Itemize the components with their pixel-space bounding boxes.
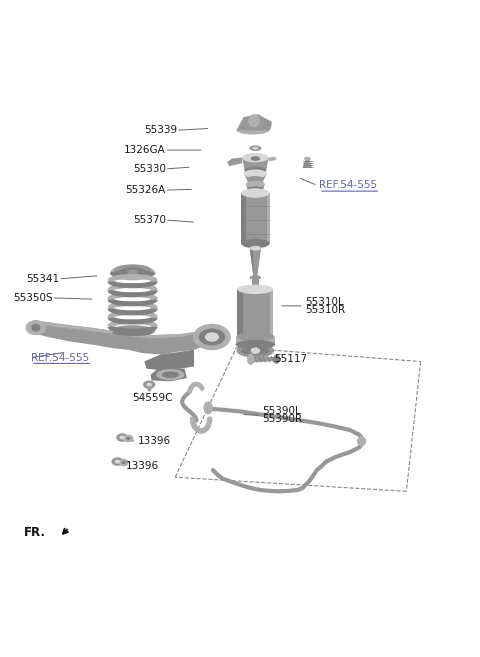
- Text: 55310L: 55310L: [305, 296, 344, 307]
- Text: 13396: 13396: [137, 436, 170, 446]
- Ellipse shape: [156, 369, 185, 380]
- Ellipse shape: [162, 371, 179, 378]
- Ellipse shape: [120, 436, 125, 440]
- Ellipse shape: [241, 346, 270, 355]
- Ellipse shape: [249, 145, 262, 151]
- Ellipse shape: [110, 325, 156, 336]
- Polygon shape: [247, 179, 264, 184]
- Polygon shape: [269, 156, 276, 162]
- Polygon shape: [242, 158, 269, 170]
- Text: 55330: 55330: [132, 164, 166, 174]
- Ellipse shape: [241, 238, 270, 248]
- Ellipse shape: [111, 457, 124, 466]
- Polygon shape: [144, 350, 194, 370]
- Ellipse shape: [127, 269, 138, 274]
- Ellipse shape: [250, 275, 261, 280]
- Text: 55339: 55339: [144, 125, 178, 135]
- Ellipse shape: [243, 170, 267, 178]
- Ellipse shape: [116, 433, 128, 442]
- Ellipse shape: [247, 187, 264, 192]
- Bar: [238, 289, 273, 336]
- Ellipse shape: [123, 435, 133, 442]
- Ellipse shape: [238, 284, 273, 294]
- Bar: [241, 193, 246, 244]
- Ellipse shape: [204, 401, 213, 415]
- Bar: [236, 336, 275, 344]
- Ellipse shape: [199, 328, 225, 346]
- Ellipse shape: [357, 437, 366, 446]
- Ellipse shape: [250, 246, 261, 250]
- Polygon shape: [250, 248, 261, 277]
- Polygon shape: [251, 356, 276, 363]
- Ellipse shape: [119, 459, 129, 466]
- Ellipse shape: [126, 437, 131, 440]
- Bar: [241, 193, 270, 244]
- Text: 55117: 55117: [274, 354, 307, 364]
- Polygon shape: [302, 158, 312, 168]
- Polygon shape: [227, 158, 242, 166]
- Ellipse shape: [146, 383, 152, 386]
- Text: 55390R: 55390R: [263, 414, 302, 424]
- Ellipse shape: [247, 176, 264, 183]
- Text: 13396: 13396: [126, 461, 159, 471]
- Ellipse shape: [25, 320, 46, 335]
- Polygon shape: [250, 248, 254, 277]
- Ellipse shape: [251, 348, 260, 354]
- Polygon shape: [252, 277, 259, 289]
- Ellipse shape: [110, 270, 156, 277]
- Polygon shape: [144, 350, 194, 370]
- Ellipse shape: [112, 329, 153, 336]
- Polygon shape: [26, 321, 216, 355]
- Text: FR.: FR.: [24, 526, 46, 539]
- Ellipse shape: [242, 154, 269, 162]
- Ellipse shape: [244, 167, 266, 174]
- Ellipse shape: [31, 324, 41, 331]
- Text: REF.54-555: REF.54-555: [31, 353, 89, 363]
- Ellipse shape: [242, 153, 269, 162]
- Ellipse shape: [273, 355, 280, 364]
- Ellipse shape: [237, 344, 274, 358]
- Text: 55370: 55370: [132, 215, 166, 225]
- Ellipse shape: [205, 332, 219, 342]
- Bar: [267, 193, 270, 244]
- Ellipse shape: [121, 461, 126, 464]
- Polygon shape: [237, 114, 272, 130]
- Ellipse shape: [237, 126, 270, 135]
- Ellipse shape: [252, 147, 258, 150]
- Ellipse shape: [251, 156, 260, 161]
- Ellipse shape: [246, 181, 265, 187]
- Polygon shape: [243, 173, 267, 179]
- Bar: [238, 289, 243, 336]
- Ellipse shape: [241, 189, 270, 198]
- Text: 55390L: 55390L: [263, 406, 301, 416]
- Ellipse shape: [193, 324, 231, 350]
- Ellipse shape: [304, 156, 311, 160]
- Ellipse shape: [237, 332, 274, 341]
- Text: 55310R: 55310R: [305, 305, 345, 315]
- Bar: [270, 289, 273, 336]
- Ellipse shape: [115, 460, 120, 463]
- Ellipse shape: [247, 353, 254, 365]
- Polygon shape: [151, 369, 187, 381]
- Text: REF.54-555: REF.54-555: [319, 181, 377, 191]
- Polygon shape: [37, 321, 203, 338]
- Ellipse shape: [248, 114, 260, 127]
- Text: 54559C: 54559C: [132, 393, 173, 403]
- Ellipse shape: [110, 265, 156, 281]
- Text: 55341: 55341: [26, 274, 60, 284]
- Ellipse shape: [236, 340, 275, 350]
- Text: 1326GA: 1326GA: [124, 145, 166, 155]
- Text: 55326A: 55326A: [125, 185, 166, 195]
- Ellipse shape: [143, 380, 156, 389]
- Polygon shape: [246, 184, 265, 189]
- Text: 55350S: 55350S: [13, 293, 52, 303]
- Ellipse shape: [121, 267, 144, 275]
- Ellipse shape: [114, 264, 152, 276]
